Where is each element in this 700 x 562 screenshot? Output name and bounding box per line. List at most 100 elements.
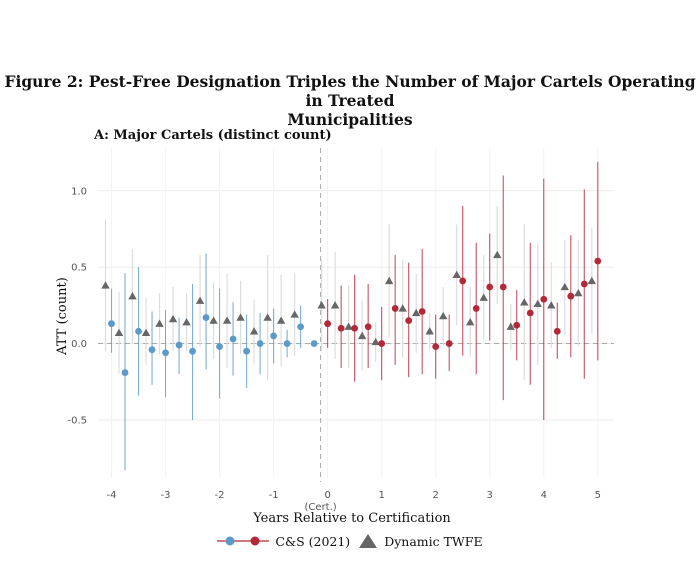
twfe-point (263, 313, 272, 321)
twfe-point (155, 319, 164, 327)
legend-label-cs: C&S (2021) (275, 533, 351, 549)
legend-item-cs: C&S (2021) (217, 534, 350, 549)
y-tick-label: 0.5 (71, 263, 87, 274)
twfe-point (533, 299, 542, 307)
cert-annotation: (Cert.) (305, 502, 337, 513)
cs-point (472, 305, 480, 312)
twfe-point (506, 322, 515, 330)
cs-point (540, 295, 548, 303)
cs-point (378, 340, 386, 347)
cs-point (121, 369, 129, 376)
y-tick-label: 0.0 (71, 339, 87, 350)
twfe-point (479, 293, 488, 301)
cs-point (499, 283, 507, 291)
figure-title: Figure 2: Pest-Free Designation Triples … (0, 72, 700, 129)
twfe-point (114, 328, 124, 337)
cs-point (189, 347, 196, 355)
x-tick-label: 3 (487, 490, 493, 501)
x-tick-label: -3 (161, 490, 171, 501)
twfe-point (249, 327, 259, 335)
twfe-point (452, 270, 461, 278)
twfe-point (587, 276, 596, 285)
cs-point (391, 305, 399, 312)
twfe-point (547, 301, 556, 309)
cs-point (108, 320, 115, 328)
cs-point (405, 317, 413, 325)
y-tick-label: 1.0 (71, 186, 87, 197)
x-tick-label: 0 (324, 490, 330, 501)
cs-point (364, 323, 372, 331)
cs-point (459, 277, 467, 285)
cs-point (216, 343, 223, 351)
cs-point (567, 292, 575, 300)
triangle-icon (359, 534, 378, 548)
legend-item-twfe: Dynamic TWFE (358, 533, 483, 549)
x-axis-title: Years Relative to Certification (252, 511, 451, 526)
cs-point (553, 327, 561, 335)
cs-point (337, 324, 345, 332)
cs-point (243, 347, 250, 355)
twfe-point (168, 314, 178, 323)
twfe-point (330, 301, 340, 309)
tick-labels: -0.5 0.0 0.5 1.0 -4 -3 -2 -1 0 1 2 3 4 5 (Cert.) (67, 186, 600, 513)
twfe-point (371, 337, 380, 346)
x-tick-label: 5 (595, 490, 601, 501)
cs-point (526, 309, 534, 317)
twfe-point (290, 310, 299, 318)
twfe-point (411, 308, 421, 317)
cs-point (270, 332, 278, 340)
twfe-point (344, 322, 353, 330)
twfe-point (439, 311, 448, 320)
x-tick-label: 2 (433, 490, 439, 501)
cs-point (283, 340, 291, 347)
twfe-point (425, 327, 434, 335)
twfe-point (209, 316, 218, 324)
figure-title-line-1: Figure 2: Pest-Free Designation Triples … (4, 72, 696, 110)
twfe-point (493, 250, 502, 259)
twfe-series (101, 206, 596, 381)
cs-point (162, 349, 169, 357)
twfe-point (560, 282, 569, 291)
x-tick-label: 1 (378, 490, 384, 501)
twfe-point (128, 291, 137, 300)
x-tick-label: -1 (269, 490, 279, 501)
cs-point (445, 340, 453, 347)
y-tick-label: -0.5 (67, 415, 87, 426)
x-tick-label: -4 (107, 490, 117, 501)
cs-point (432, 343, 440, 351)
cs-point (594, 257, 602, 265)
twfe-point (182, 317, 191, 326)
y-axis-title: ATT (count) (55, 277, 70, 356)
cs-point (486, 283, 494, 291)
twfe-point (101, 281, 110, 289)
twfe-point (222, 316, 232, 324)
cs-point (513, 321, 521, 329)
cs-point (202, 314, 210, 321)
cs-point (310, 340, 318, 347)
legend: C&S (2021) Dynamic TWFE (0, 533, 700, 549)
twfe-point (466, 317, 475, 326)
cs-point (297, 323, 305, 331)
cs-point (135, 327, 142, 335)
panel-title: A: Major Cartels (distinct count) (94, 128, 332, 143)
cs-point (324, 320, 332, 328)
cs-point (351, 324, 359, 332)
cs-series (108, 161, 602, 471)
cs-point (580, 280, 588, 288)
cs-point (418, 308, 426, 315)
cs-point (148, 346, 156, 354)
twfe-point (195, 296, 205, 304)
figure-title-line-2: Municipalities (287, 110, 413, 129)
x-tick-label: -2 (215, 490, 225, 501)
twfe-point (384, 276, 394, 285)
twfe-point (574, 288, 583, 297)
x-tick-label: 4 (541, 490, 547, 501)
gridlines (98, 148, 614, 478)
reference-lines (98, 148, 614, 482)
twfe-point (520, 298, 529, 306)
legend-label-twfe: Dynamic TWFE (384, 533, 483, 549)
twfe-point (141, 328, 151, 337)
twfe-point (317, 301, 326, 309)
cs-point (229, 335, 237, 343)
